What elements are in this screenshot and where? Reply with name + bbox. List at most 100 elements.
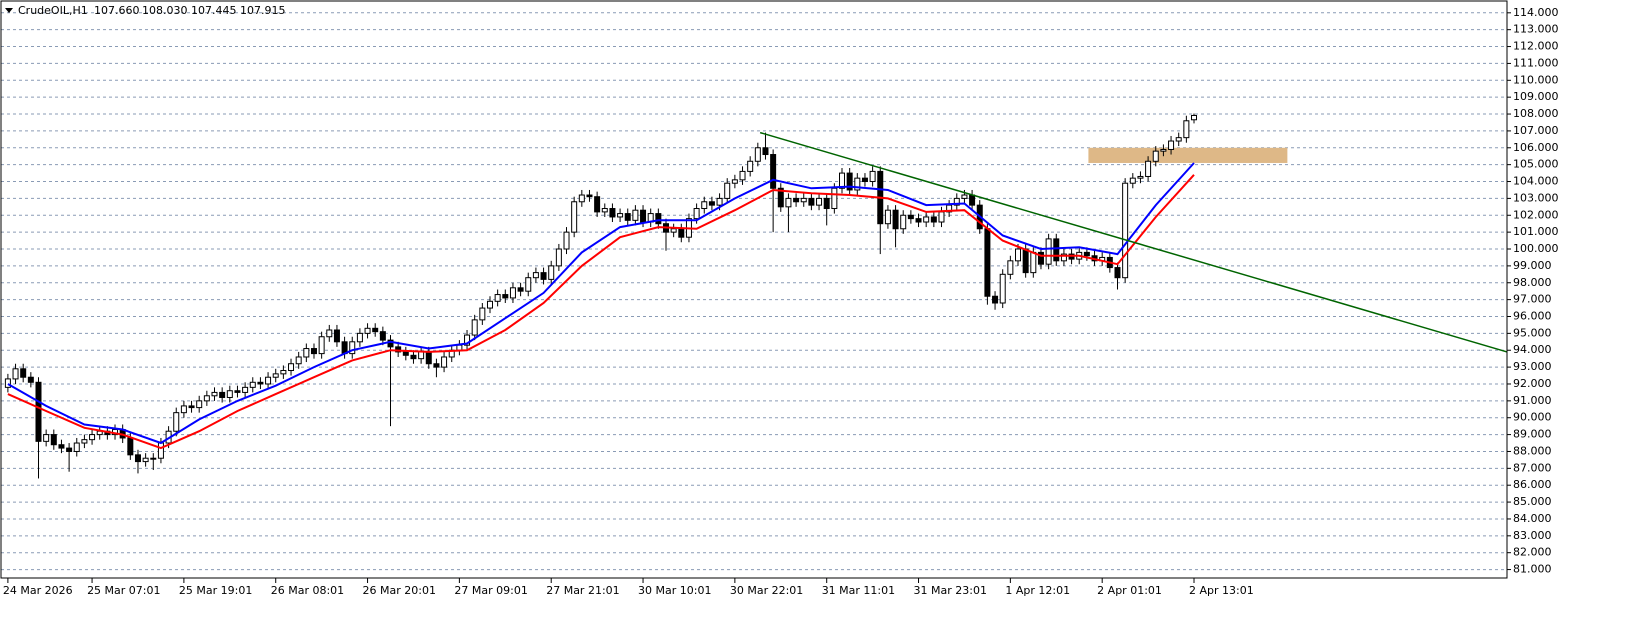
plot-area <box>1 12 1508 571</box>
candle-body <box>295 356 302 365</box>
y-tick-label: 106.000 <box>1513 141 1559 154</box>
candle-body <box>127 437 134 456</box>
candle-body <box>509 287 516 299</box>
y-tick-label: 99.000 <box>1513 259 1552 272</box>
x-tick-label: 25 Mar 19:01 <box>179 584 252 597</box>
candle-body <box>134 454 141 463</box>
y-tick-label: 102.000 <box>1513 208 1559 221</box>
y-tick-label: 95.000 <box>1513 326 1552 339</box>
y-tick-label: 110.000 <box>1513 73 1559 86</box>
candle-body <box>900 214 907 230</box>
candle-body <box>20 368 27 378</box>
x-tick-label: 1 Apr 12:01 <box>1005 584 1070 597</box>
y-tick-label: 111.000 <box>1513 56 1559 69</box>
candle-body <box>609 208 616 218</box>
x-tick-label: 2 Apr 01:01 <box>1097 584 1162 597</box>
candle-body <box>762 147 769 156</box>
candle-body <box>395 346 402 353</box>
candle-body <box>525 277 532 292</box>
candle-body <box>364 327 371 334</box>
candle-body <box>464 334 471 346</box>
candle-body <box>670 228 677 233</box>
candle-body <box>1007 260 1014 275</box>
candle-body <box>770 154 777 189</box>
y-tick-label: 89.000 <box>1513 428 1552 441</box>
candle-body <box>655 213 662 225</box>
candle-body <box>234 390 241 393</box>
candle-body <box>861 177 868 183</box>
candle-body <box>402 351 409 356</box>
candle-body <box>915 218 922 223</box>
candle-body <box>196 400 203 409</box>
menu-triangle[interactable] <box>5 8 13 13</box>
y-tick-label: 84.000 <box>1513 512 1552 525</box>
candle-body <box>433 363 440 368</box>
y-tick-label: 85.000 <box>1513 495 1552 508</box>
candle-body <box>869 170 876 183</box>
candle-body <box>930 216 937 223</box>
candle-body <box>211 391 218 397</box>
candle-body <box>999 273 1006 304</box>
candle-body <box>1122 182 1129 279</box>
y-tick-label: 112.000 <box>1513 40 1559 53</box>
candle-body <box>1152 150 1159 162</box>
candle-body <box>226 390 233 398</box>
candle-body <box>601 208 608 213</box>
candle-body <box>73 442 80 452</box>
candle-body <box>907 214 914 220</box>
y-tick-label: 101.000 <box>1513 225 1559 238</box>
candle-body <box>831 187 838 210</box>
candle-body <box>494 294 501 302</box>
candle-body <box>441 356 448 368</box>
candle-body <box>1175 137 1182 142</box>
candle-body <box>946 204 953 213</box>
x-tick-label: 30 Mar 10:01 <box>638 584 711 597</box>
y-tick-label: 90.000 <box>1513 411 1552 424</box>
moving-average <box>7 174 1195 450</box>
candle-body <box>356 332 363 343</box>
candle-body <box>1129 177 1136 184</box>
candle-body <box>1015 248 1022 262</box>
candle-body <box>471 319 478 336</box>
candle-body <box>180 405 187 414</box>
candle-body <box>27 376 34 383</box>
close-price: 107.915 <box>240 4 286 17</box>
high-price: 108.030 <box>142 4 188 17</box>
candle-body <box>479 307 486 321</box>
candle-body <box>532 272 539 279</box>
y-tick-label: 103.000 <box>1513 191 1559 204</box>
y-tick-label: 93.000 <box>1513 360 1552 373</box>
candle-body <box>333 329 340 343</box>
candle-body <box>1191 114 1198 121</box>
low-price: 107.445 <box>191 4 237 17</box>
candle-body <box>1145 160 1152 177</box>
candle-body <box>157 442 164 459</box>
candle-body <box>326 329 333 338</box>
candle-body <box>1160 148 1167 152</box>
price-zone <box>1088 147 1288 163</box>
candle-body <box>12 368 19 380</box>
candle-body <box>58 444 65 449</box>
candle-body <box>540 272 547 280</box>
candle-body <box>617 213 624 218</box>
x-tick-label: 2 Apr 13:01 <box>1189 584 1254 597</box>
x-tick-label: 25 Mar 07:01 <box>87 584 160 597</box>
candle-body <box>678 228 685 238</box>
candle-body <box>219 391 226 398</box>
y-tick-label: 82.000 <box>1513 546 1552 559</box>
candle-body <box>777 187 784 208</box>
candle-body <box>923 216 930 223</box>
x-tick-label: 26 Mar 20:01 <box>363 584 436 597</box>
candle-body <box>846 172 853 191</box>
candle-body <box>142 457 149 463</box>
x-tick-label: 27 Mar 21:01 <box>546 584 619 597</box>
candle-body <box>66 447 73 452</box>
y-tick-label: 104.000 <box>1513 175 1559 188</box>
y-tick-label: 83.000 <box>1513 529 1552 542</box>
candle-body <box>379 331 386 341</box>
candle-body <box>992 295 999 304</box>
candle-body <box>1060 253 1067 262</box>
plot-border <box>0 0 1508 579</box>
candle-body <box>1037 251 1044 265</box>
